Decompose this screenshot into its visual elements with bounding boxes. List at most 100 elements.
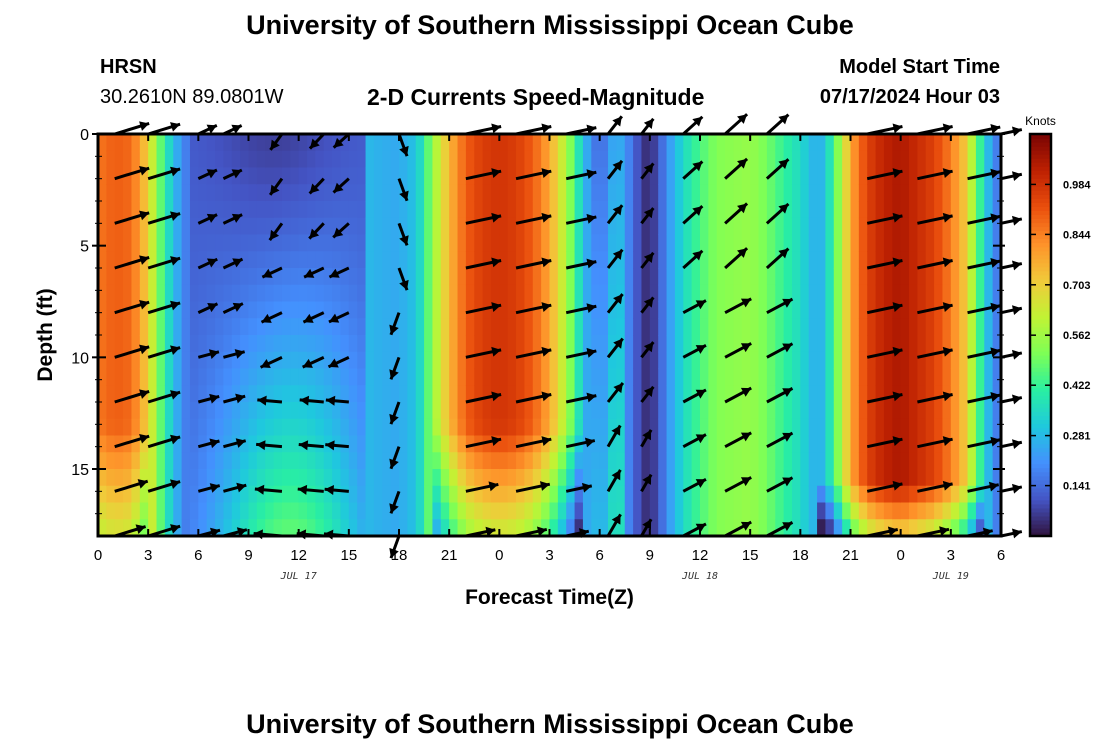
heatmap-cell	[240, 251, 250, 269]
heatmap-cell	[290, 385, 300, 403]
heatmap-cell	[825, 184, 835, 202]
heatmap-cell	[290, 201, 300, 219]
heatmap-cell	[256, 485, 266, 504]
heatmap-cell	[674, 469, 684, 487]
heatmap-cell	[967, 502, 977, 520]
heatmap-cell	[499, 167, 509, 185]
heatmap-cell	[700, 385, 709, 403]
heatmap-cell	[959, 234, 969, 252]
heatmap-cell	[365, 234, 375, 252]
heatmap-cell	[198, 318, 208, 336]
heatmap-cell	[223, 368, 233, 386]
heatmap-cell	[741, 402, 751, 420]
heatmap-cell	[557, 251, 567, 269]
heatmap-cell	[883, 234, 893, 252]
heatmap-cell	[457, 134, 467, 152]
heatmap-cell	[700, 402, 709, 420]
heatmap-cell	[624, 150, 634, 169]
heatmap-cell	[499, 368, 509, 386]
heatmap-cell	[959, 335, 969, 353]
heatmap-cell	[649, 418, 659, 437]
heatmap-cell	[725, 284, 735, 303]
heatmap-cell	[415, 201, 425, 219]
colorbar-swatch	[1030, 423, 1051, 429]
heatmap-cell	[641, 301, 651, 319]
heatmap-cell	[482, 318, 492, 336]
heatmap-cell	[775, 452, 785, 470]
heatmap-cell	[490, 284, 500, 303]
heatmap-cell	[365, 469, 375, 487]
model-start-label: Model Start Time	[839, 56, 1000, 78]
heatmap-cell	[465, 351, 475, 370]
heatmap-cell	[532, 150, 542, 169]
heatmap-cell	[858, 335, 868, 353]
heatmap-cell	[842, 284, 852, 303]
heatmap-cell	[892, 201, 902, 219]
heatmap-cell	[432, 469, 442, 487]
x-tick-label: 6	[194, 547, 202, 564]
heatmap-cell	[382, 167, 392, 185]
heatmap-cell	[750, 234, 760, 252]
heatmap-cell	[883, 418, 893, 437]
heatmap-cell	[465, 485, 475, 504]
heatmap-cell	[942, 485, 952, 504]
heatmap-cell	[348, 251, 358, 269]
heatmap-cell	[716, 335, 726, 353]
heatmap-cell	[624, 268, 634, 286]
heatmap-cell	[465, 201, 475, 219]
heatmap-cell	[365, 167, 375, 185]
heatmap-cell	[449, 284, 459, 303]
heatmap-cell	[382, 502, 392, 520]
current-arrow	[397, 178, 409, 202]
heatmap-cell	[842, 167, 852, 185]
current-arrow	[1000, 215, 1023, 226]
heatmap-cell	[231, 184, 241, 202]
heatmap-cell	[440, 217, 450, 236]
heatmap-cell	[674, 435, 684, 453]
colorbar-swatch	[1030, 258, 1051, 264]
heatmap-cell	[967, 150, 977, 169]
heatmap-cell	[215, 201, 225, 219]
heatmap-cell	[348, 284, 358, 303]
colorbar-swatch	[1030, 298, 1051, 304]
current-arrow	[114, 344, 150, 359]
heatmap-cell	[290, 184, 300, 202]
heatmap-cell	[482, 284, 492, 303]
heatmap-cell	[624, 435, 634, 453]
heatmap-cell	[649, 217, 659, 236]
current-arrow	[724, 520, 752, 538]
heatmap-cell	[984, 469, 994, 487]
heatmap-cell	[382, 301, 392, 319]
heatmap-cell	[123, 184, 133, 202]
heatmap-cell	[290, 268, 300, 286]
heatmap-cell	[725, 268, 735, 286]
heatmap-cell	[992, 368, 1002, 386]
heatmap-cell	[808, 268, 818, 286]
heatmap-cell	[549, 201, 559, 219]
heatmap-cell	[490, 519, 500, 537]
heatmap-cell	[817, 268, 827, 286]
x-tick-label: 21	[441, 547, 458, 564]
heatmap-cell	[465, 234, 475, 252]
current-arrow	[223, 393, 246, 404]
heatmap-cell	[189, 418, 199, 437]
heatmap-cell	[716, 201, 726, 219]
colorbar-swatch	[1030, 214, 1051, 220]
current-arrow	[114, 299, 150, 315]
current-arrow	[640, 341, 655, 359]
heatmap-cell	[382, 284, 392, 303]
heatmap-cell	[791, 402, 801, 420]
heatmap-cell	[273, 251, 283, 269]
heatmap-cell	[206, 284, 216, 303]
heatmap-cell	[365, 519, 375, 537]
heatmap-cell	[348, 368, 358, 386]
heatmap-cell	[700, 335, 709, 353]
heatmap-cell	[599, 134, 609, 152]
heatmap-cell	[833, 452, 843, 470]
heatmap-cell	[934, 251, 944, 269]
heatmap-cell	[591, 217, 601, 236]
heatmap-cell	[641, 435, 651, 453]
heatmap-cell	[340, 134, 350, 152]
x-tick-label: 0	[896, 547, 904, 564]
